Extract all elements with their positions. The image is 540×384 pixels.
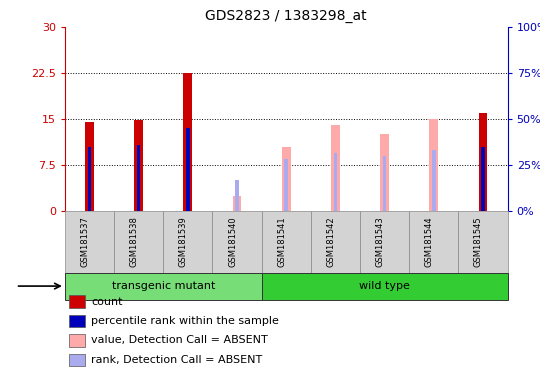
Bar — [282, 147, 291, 211]
Bar — [331, 125, 340, 211]
Bar — [458, 211, 508, 273]
Bar — [69, 354, 85, 366]
Bar — [481, 147, 485, 211]
Text: percentile rank within the sample: percentile rank within the sample — [91, 316, 279, 326]
Text: rank, Detection Call = ABSENT: rank, Detection Call = ABSENT — [91, 355, 262, 365]
Text: count: count — [91, 296, 123, 306]
Bar — [184, 73, 192, 211]
Bar — [85, 122, 94, 211]
Bar — [87, 147, 91, 211]
Bar — [478, 113, 488, 211]
Bar — [261, 273, 508, 300]
Bar — [69, 334, 85, 347]
Bar — [233, 196, 241, 211]
Bar — [114, 211, 163, 273]
Bar — [69, 315, 85, 327]
Bar — [186, 128, 190, 211]
Bar — [360, 211, 409, 273]
Bar — [69, 295, 85, 308]
Bar — [380, 134, 389, 211]
Text: GSM181545: GSM181545 — [474, 216, 483, 267]
Bar — [65, 211, 114, 273]
Text: GSM181544: GSM181544 — [425, 216, 434, 267]
Bar — [409, 211, 458, 273]
Text: wild type: wild type — [359, 281, 410, 291]
Text: GSM181542: GSM181542 — [326, 216, 335, 267]
Bar — [261, 211, 311, 273]
Text: GSM181539: GSM181539 — [179, 216, 188, 267]
Bar — [134, 120, 143, 211]
Title: GDS2823 / 1383298_at: GDS2823 / 1383298_at — [205, 9, 367, 23]
Bar — [163, 211, 212, 273]
Bar — [285, 159, 288, 211]
Bar — [212, 211, 261, 273]
Text: transgenic mutant: transgenic mutant — [112, 281, 215, 291]
Bar — [137, 145, 140, 211]
Text: GSM181543: GSM181543 — [376, 216, 384, 267]
Bar — [429, 119, 438, 211]
Bar — [65, 273, 261, 300]
Bar — [383, 156, 386, 211]
Text: GSM181540: GSM181540 — [228, 216, 237, 267]
Text: GSM181537: GSM181537 — [80, 216, 90, 267]
Bar — [432, 150, 436, 211]
Bar — [235, 180, 239, 211]
Text: value, Detection Call = ABSENT: value, Detection Call = ABSENT — [91, 335, 268, 346]
Text: GSM181541: GSM181541 — [277, 216, 286, 267]
Bar — [334, 153, 337, 211]
Text: GSM181538: GSM181538 — [130, 216, 139, 267]
Bar — [311, 211, 360, 273]
